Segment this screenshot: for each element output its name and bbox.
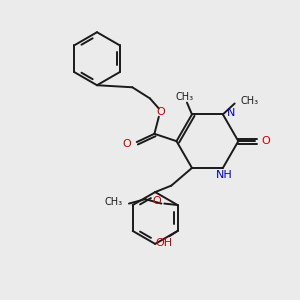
Text: O: O [261, 136, 270, 146]
Text: CH₃: CH₃ [241, 96, 259, 106]
Text: CH₃: CH₃ [176, 92, 194, 102]
Text: OH: OH [155, 238, 172, 248]
Text: CH₃: CH₃ [105, 197, 123, 207]
Text: O: O [156, 107, 165, 117]
Text: O: O [152, 196, 161, 206]
Text: N: N [226, 108, 235, 118]
Text: O: O [123, 139, 131, 148]
Text: NH: NH [216, 170, 233, 180]
